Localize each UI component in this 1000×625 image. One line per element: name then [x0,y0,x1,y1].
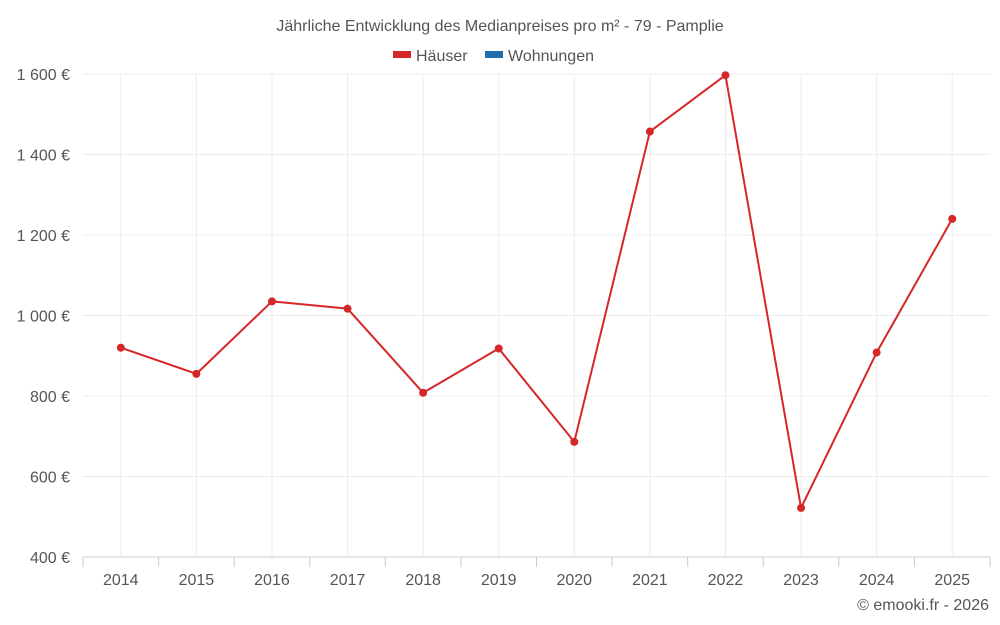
y-tick-label: 1 200 € [17,228,70,245]
data-point[interactable] [797,503,806,512]
legend: Häuser Wohnungen [393,48,594,65]
x-tick-label: 2021 [632,572,668,589]
x-tick-label: 2017 [330,572,366,589]
data-point[interactable] [948,214,957,223]
plot-area [116,71,957,512]
series-line-haeuser [120,74,954,509]
x-axis: 2014 2015 2016 2017 2018 2019 2020 2021 2022 2023… [82,556,991,589]
legend-label-haeuser: Häuser [416,48,468,65]
data-point[interactable] [267,297,276,306]
y-tick-label: 600 € [30,470,70,487]
x-tick-label: 2024 [859,572,895,589]
legend-item-wohnungen[interactable]: Wohnungen [485,48,594,65]
y-tick-label: 1 400 € [17,148,70,165]
copyright-credit: © emooki.fr - 2026 [857,597,989,614]
legend-swatch-wohnungen [485,51,503,58]
data-point[interactable] [645,127,654,136]
y-tick-label: 800 € [30,389,70,406]
y-axis: 400 € 600 € 800 € 1 000 € 1 200 € 1 400 € 1 60… [17,67,70,567]
gridlines [83,73,990,557]
legend-label-wohnungen: Wohnungen [508,48,594,65]
x-tick-label: 2019 [481,572,517,589]
x-tick-label: 2016 [254,572,290,589]
data-point[interactable] [343,304,352,313]
y-tick-label: 400 € [30,550,70,567]
x-tick-label: 2015 [179,572,215,589]
x-tick-label: 2020 [556,572,592,589]
data-point[interactable] [116,343,125,352]
x-tick-label: 2022 [708,572,744,589]
data-point[interactable] [192,369,201,378]
x-tick-label: 2025 [934,572,970,589]
data-point[interactable] [494,344,503,353]
x-tick-label: 2023 [783,572,819,589]
data-point[interactable] [872,348,881,357]
chart-title: Jährliche Entwicklung des Medianpreises … [276,18,723,35]
data-point[interactable] [721,71,730,80]
legend-item-haeuser[interactable]: Häuser [393,48,468,65]
y-tick-label: 1 600 € [17,67,70,84]
x-tick-label: 2014 [103,572,139,589]
y-tick-label: 1 000 € [17,309,70,326]
data-point[interactable] [419,388,428,397]
data-point[interactable] [570,437,579,446]
x-tick-label: 2018 [405,572,441,589]
legend-swatch-haeuser [393,51,411,58]
